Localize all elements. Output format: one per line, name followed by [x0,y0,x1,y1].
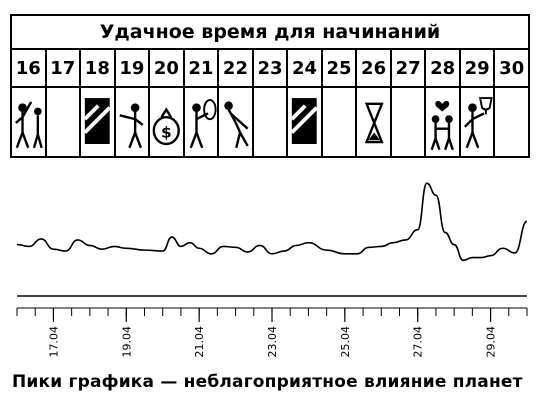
cheering-people-icon [15,101,43,149]
chart-caption: Пики графика — неблагоприятное влияние п… [12,372,523,392]
day-icon-cell-16 [12,88,45,156]
day-number-20: 20 [148,50,183,86]
couple-heart-icon [430,100,455,151]
hourglass-people-icon [365,102,384,144]
trophy-person-icon [463,97,493,149]
day-number-28: 28 [424,50,459,86]
day-number-26: 26 [355,50,390,86]
day-icon-cell-25 [320,88,356,156]
x-tick-label: 17.04 [47,326,60,358]
x-tick-label: 29.04 [485,326,498,358]
x-tick-label: 25.04 [339,326,352,358]
x-tick-label: 27.04 [412,326,425,358]
day-icon-cell-24 [286,88,321,156]
day-icon-cell-22 [217,88,252,156]
x-tick-label: 19.04 [120,326,133,358]
day-number-21: 21 [182,50,218,86]
day-number-16: 16 [15,57,41,79]
day-icon-cell-27 [389,88,425,156]
influence-line-series-0 [16,182,528,262]
day-number-22: 22 [217,50,252,86]
day-number-17: 17 [44,50,80,86]
day-icon-cell-29 [458,88,494,156]
person-stretching-icon [224,101,249,149]
day-number-27: 27 [389,50,425,86]
day-icon-row: $ [12,88,528,156]
day-icon-cell-19 [113,88,149,156]
day-icon-cell-26 [355,88,390,156]
calendar-title: Удачное время для начинаний [12,16,528,50]
day-number-30: 30 [493,50,528,86]
svg-text:$: $ [161,123,172,141]
hatched-block-icon [83,98,112,145]
money-bag-icon: $ [152,107,181,146]
day-icon-cell-30 [493,88,528,156]
person-pointing-icon [119,103,144,149]
day-icon-cell-17 [44,88,80,156]
day-number-23: 23 [251,50,287,86]
day-icon-cell-21 [182,88,218,156]
day-number-25: 25 [320,50,356,86]
day-number-24: 24 [286,50,321,86]
day-icon-cell-23 [251,88,287,156]
day-number-row: 16 17 18 19 20 21 22 23 24 25 26 27 28 29 30 [12,50,528,88]
x-tick-label: 21.04 [193,326,206,358]
day-number-19: 19 [113,50,149,86]
x-tick-label: 23.04 [266,326,279,358]
hatched-block-icon [290,98,319,145]
lucky-days-calendar: Удачное время для начинаний 16 17 18 19 20 21… [10,14,530,158]
person-with-instrument-icon [189,99,217,149]
day-number-18: 18 [79,50,114,86]
day-icon-cell-20: $ [148,88,183,156]
day-icon-cell-28 [424,88,459,156]
day-number-29: 29 [458,50,494,86]
day-icon-cell-18 [79,88,114,156]
planet-influence-chart: 17.04 19.04 21.04 23.04 25.04 27.04 29.04 [16,182,528,358]
